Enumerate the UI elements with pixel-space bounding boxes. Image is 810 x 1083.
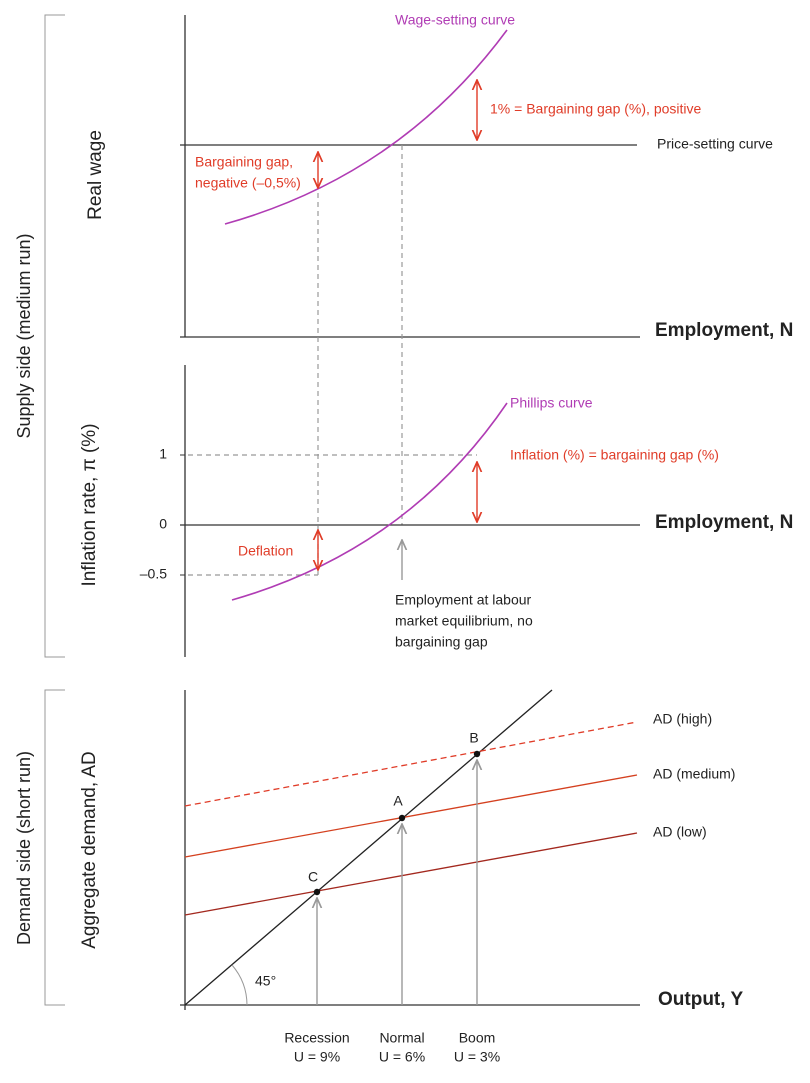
angle-label: 45° — [255, 973, 276, 989]
ad-line — [184, 721, 638, 807]
curve-label: Phillips curve — [510, 395, 593, 411]
tick-label: 1 — [159, 446, 167, 462]
gap-label: negative (–0,5%) — [195, 175, 301, 191]
axis-title: Inflation rate, π (%) — [79, 423, 100, 586]
point-label: B — [469, 730, 478, 746]
bracket — [44, 689, 65, 1006]
bracket — [44, 14, 65, 658]
angle-arc — [231, 964, 248, 1006]
point — [398, 814, 406, 822]
ad-line — [184, 774, 638, 858]
tick-label: 0 — [159, 516, 167, 532]
note: Inflation (%) = bargaining gap (%) — [510, 447, 719, 463]
axis-title: Employment, N — [655, 320, 793, 341]
outcome-label: Boom — [459, 1030, 496, 1046]
45-degree-line — [184, 689, 553, 1006]
line-label: AD (high) — [653, 711, 712, 727]
axis-title: Real wage — [85, 130, 106, 220]
outcome-value: U = 3% — [454, 1049, 500, 1065]
outcome-value: U = 9% — [294, 1049, 340, 1065]
side-label: Supply side (medium run) — [14, 233, 34, 438]
note: market equilibrium, no — [395, 613, 533, 629]
phillips-curve — [231, 402, 508, 601]
point — [313, 888, 321, 896]
line-label: AD (medium) — [653, 766, 735, 782]
axis-title: Aggregate demand, AD — [79, 751, 100, 949]
side-label: Demand side (short run) — [14, 751, 34, 945]
curve-label: Price-setting curve — [657, 136, 773, 152]
note: Deflation — [238, 543, 293, 559]
axis-title: Employment, N — [655, 512, 793, 533]
outcome-label: Recession — [284, 1030, 349, 1046]
gap-label: 1% = Bargaining gap (%), positive — [490, 101, 701, 117]
tick-label: –0.5 — [140, 566, 167, 582]
point-label: C — [308, 869, 318, 885]
curve-label: Wage-setting curve — [395, 12, 515, 28]
outcome-value: U = 6% — [379, 1049, 425, 1065]
ad-line — [184, 832, 638, 916]
outcome-label: Normal — [379, 1030, 424, 1046]
note: Employment at labour — [395, 592, 532, 608]
point-label: A — [393, 793, 403, 809]
wage-setting-curve — [224, 29, 508, 225]
note: bargaining gap — [395, 634, 488, 650]
point — [473, 750, 481, 758]
line-label: AD (low) — [653, 824, 707, 840]
gap-label: Bargaining gap, — [195, 154, 293, 170]
axis-title: Output, Y — [658, 989, 743, 1010]
